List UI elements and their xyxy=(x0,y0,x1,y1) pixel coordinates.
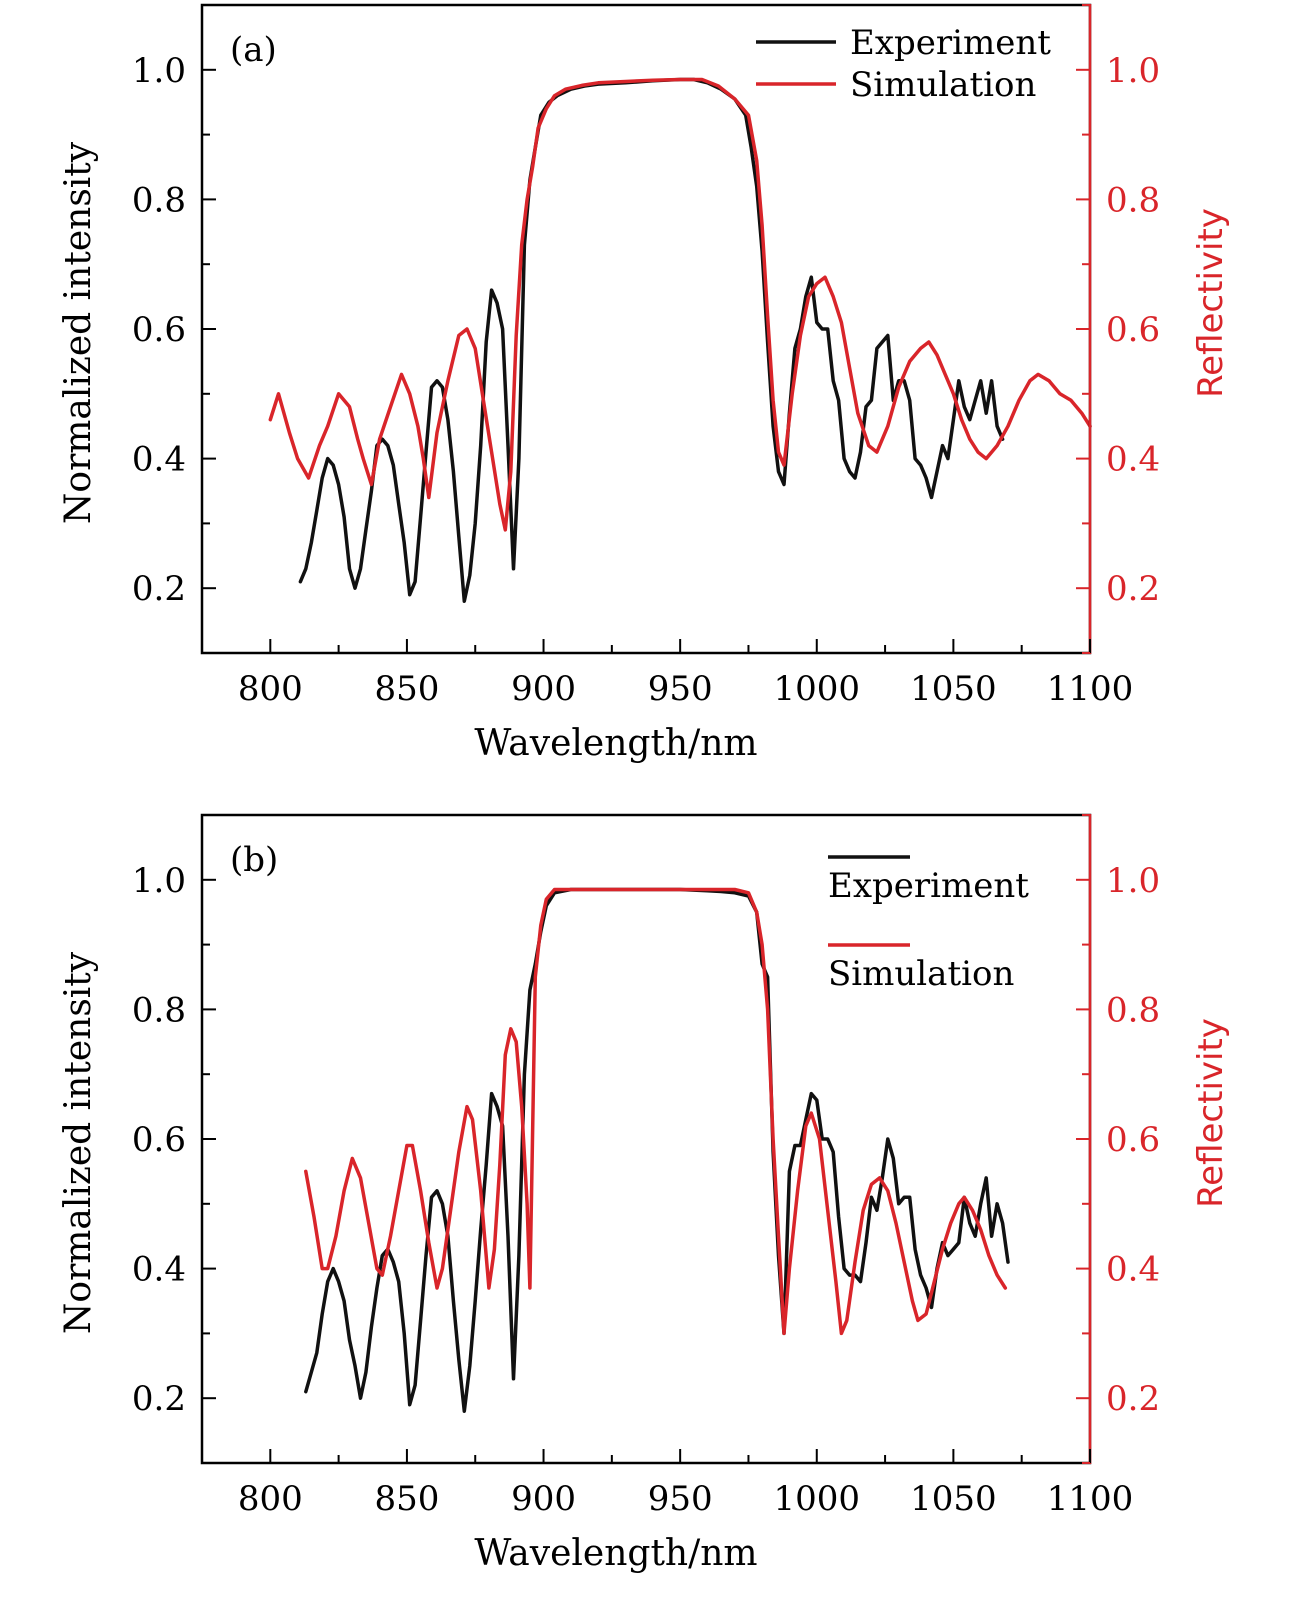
panel-a-x-tick-label: 1100 xyxy=(1047,669,1134,709)
panel-b-x-tick-label: 1100 xyxy=(1047,1479,1134,1519)
panel-a-series-experiment-line xyxy=(298,77,1005,603)
panel-a-y-left-tick-label: 1.0 xyxy=(132,51,186,91)
panel-b-y-right-tick-label: 0.8 xyxy=(1106,990,1160,1030)
panel-b-legend-experiment-label: Experiment xyxy=(828,866,1029,906)
panel-b-y-left-tick-label: 0.6 xyxy=(132,1120,186,1160)
panel-b-x-axis-title: Wavelength/nm xyxy=(474,1533,757,1574)
panel-a-y-right-tick-label: 0.6 xyxy=(1106,310,1160,350)
panel-a-series-simulation-line xyxy=(268,77,1092,532)
panel-a-x-tick-label: 1000 xyxy=(774,669,861,709)
panel-b-y-right-tick-label: 0.4 xyxy=(1106,1250,1160,1290)
panel-a-x-axis-title: Wavelength/nm xyxy=(474,723,757,764)
panel-b-y-left-ticks: 0.2 0.4 0.6 0.8 1.0 xyxy=(132,814,216,1464)
panel-a-y-right-tick-label: 0.4 xyxy=(1106,440,1160,480)
panel-b-y-left-tick-label: 0.2 xyxy=(132,1379,186,1419)
panel-b-x-tick-label: 950 xyxy=(648,1479,713,1519)
panel-b-x-tick-label: 1000 xyxy=(774,1479,861,1519)
panel-b-legend: Experiment Simulation xyxy=(828,855,1029,994)
panel-a-x-tick-label: 800 xyxy=(238,669,303,709)
panel-b-plot-content xyxy=(304,887,1010,1413)
panel-a-x-ticks: 800 850 900 950 1000 1050 1100 xyxy=(238,639,1133,709)
panel-b-y-left-tick-label: 0.8 xyxy=(132,990,186,1030)
panel-b-y-right-tick-label: 0.2 xyxy=(1106,1379,1160,1419)
panel-a-y-right-ticks: 0.2 0.4 0.6 0.8 1.0 xyxy=(1076,4,1160,654)
panel-a-y-right-tick-label: 0.2 xyxy=(1106,569,1160,609)
panel-a-y-right-tick-label: 0.8 xyxy=(1106,180,1160,220)
panel-a-legend-simulation-label: Simulation xyxy=(850,65,1036,105)
panel-a-y-left-tick-label: 0.6 xyxy=(132,310,186,350)
panel-a-y-left-ticks: 0.2 0.4 0.6 0.8 1.0 xyxy=(132,4,216,654)
panel-b-label: (b) xyxy=(230,840,278,880)
panel-a-x-tick-label: 850 xyxy=(374,669,439,709)
panel-a-label: (a) xyxy=(230,30,277,70)
panel-a-y-left-tick-label: 0.4 xyxy=(132,440,186,480)
panel-b: 800 850 900 950 1000 1050 1100 0.2 0.4 0.6 0.8 1.0… xyxy=(58,813,1231,1574)
panel-b-y-left-tick-label: 0.4 xyxy=(132,1250,186,1290)
panel-b-x-tick-label: 1050 xyxy=(910,1479,997,1519)
panel-b-x-tick-label: 850 xyxy=(374,1479,439,1519)
panel-b-y-right-tick-label: 1.0 xyxy=(1106,861,1160,901)
panel-b-series-simulation-line xyxy=(304,887,1008,1336)
panel-a-legend: Experiment Simulation xyxy=(756,23,1051,105)
panel-b-x-tick-label: 900 xyxy=(511,1479,576,1519)
panel-a-y-left-tick-label: 0.8 xyxy=(132,180,186,220)
panel-a: 800 850 900 950 1000 1050 1100 0.2 0.4 0.6 0.8 1.0… xyxy=(58,3,1231,764)
panel-b-y-right-tick-label: 0.6 xyxy=(1106,1120,1160,1160)
panel-a-legend-experiment-label: Experiment xyxy=(850,23,1051,63)
panel-b-x-tick-label: 800 xyxy=(238,1479,303,1519)
panel-b-y-right-axis-title: Reflectivity xyxy=(1191,1018,1231,1208)
panel-a-x-tick-label: 950 xyxy=(648,669,713,709)
panel-a-x-tick-label: 1050 xyxy=(910,669,997,709)
panel-b-y-right-ticks: 0.2 0.4 0.6 0.8 1.0 xyxy=(1076,814,1160,1464)
panel-a-x-tick-label: 900 xyxy=(511,669,576,709)
panel-b-frame xyxy=(200,813,1092,1465)
panel-a-y-right-axis-title: Reflectivity xyxy=(1191,208,1231,398)
panel-b-x-ticks: 800 850 900 950 1000 1050 1100 xyxy=(238,1449,1133,1519)
panel-b-y-left-axis-title: Normalized intensity xyxy=(58,951,99,1334)
panel-a-y-left-tick-label: 0.2 xyxy=(132,569,186,609)
panel-b-y-left-tick-label: 1.0 xyxy=(132,861,186,901)
panel-a-plot-content xyxy=(268,77,1092,603)
panel-a-y-right-tick-label: 1.0 xyxy=(1106,51,1160,91)
panel-b-legend-simulation-label: Simulation xyxy=(828,954,1014,994)
panel-a-y-left-axis-title: Normalized intensity xyxy=(58,141,99,524)
